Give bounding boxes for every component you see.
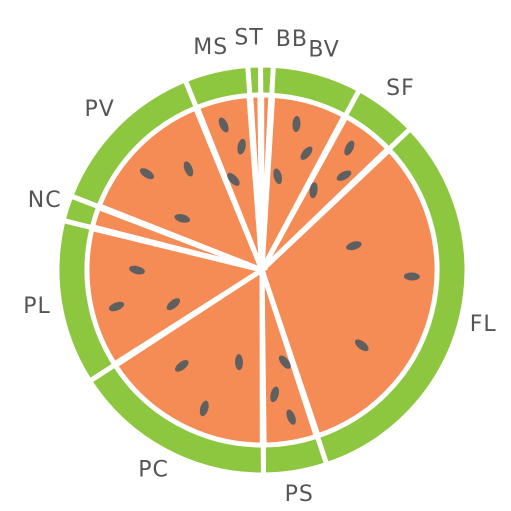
slice-label: BB <box>276 27 308 52</box>
slice-label: NC <box>28 188 62 213</box>
slice-label: PL <box>23 294 51 319</box>
slice-label: PV <box>84 97 114 122</box>
slice-label: ST <box>234 25 263 50</box>
slice-label: FL <box>470 312 497 337</box>
chart: ST BBBV SF FL PS PC PL NC PV MS <box>0 0 511 511</box>
slice-label: PS <box>285 482 314 507</box>
slice-label: SF <box>386 76 415 101</box>
slice-label: MS <box>193 35 228 60</box>
slice-label: BV <box>308 38 339 63</box>
slice-label: PC <box>138 458 169 483</box>
